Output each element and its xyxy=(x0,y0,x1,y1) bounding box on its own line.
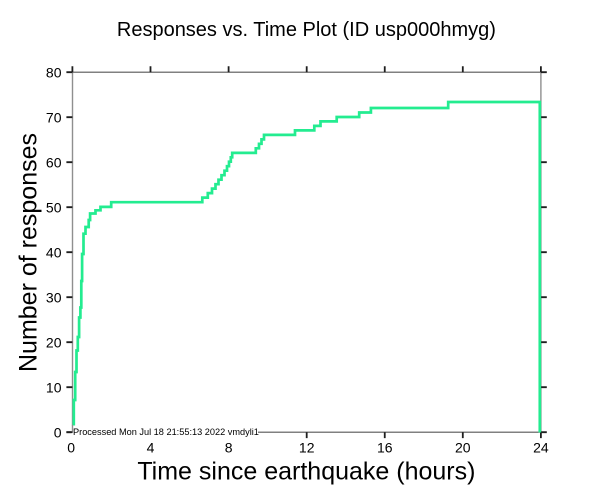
svg-text:8: 8 xyxy=(225,439,233,455)
svg-text:20: 20 xyxy=(455,439,471,455)
svg-text:16: 16 xyxy=(377,439,393,455)
svg-text:Number of responses: Number of responses xyxy=(14,133,42,372)
svg-text:Responses vs. Time Plot (ID us: Responses vs. Time Plot (ID usp000hmyg) xyxy=(117,19,496,41)
svg-text:Time since earthquake (hours): Time since earthquake (hours) xyxy=(137,458,475,486)
svg-text:30: 30 xyxy=(46,289,62,305)
svg-text:0: 0 xyxy=(54,424,62,440)
svg-text:40: 40 xyxy=(46,244,62,260)
svg-text:0: 0 xyxy=(67,439,75,455)
svg-text:Processed Mon Jul 18 21:55:13: Processed Mon Jul 18 21:55:13 2022 vmdyl… xyxy=(73,427,259,437)
svg-text:20: 20 xyxy=(46,334,62,350)
svg-text:4: 4 xyxy=(147,439,155,455)
svg-text:24: 24 xyxy=(533,439,549,455)
svg-text:60: 60 xyxy=(46,154,62,170)
svg-text:70: 70 xyxy=(46,109,62,125)
svg-text:12: 12 xyxy=(299,439,315,455)
svg-text:50: 50 xyxy=(46,199,62,215)
svg-text:80: 80 xyxy=(46,64,62,80)
svg-text:10: 10 xyxy=(46,379,62,395)
